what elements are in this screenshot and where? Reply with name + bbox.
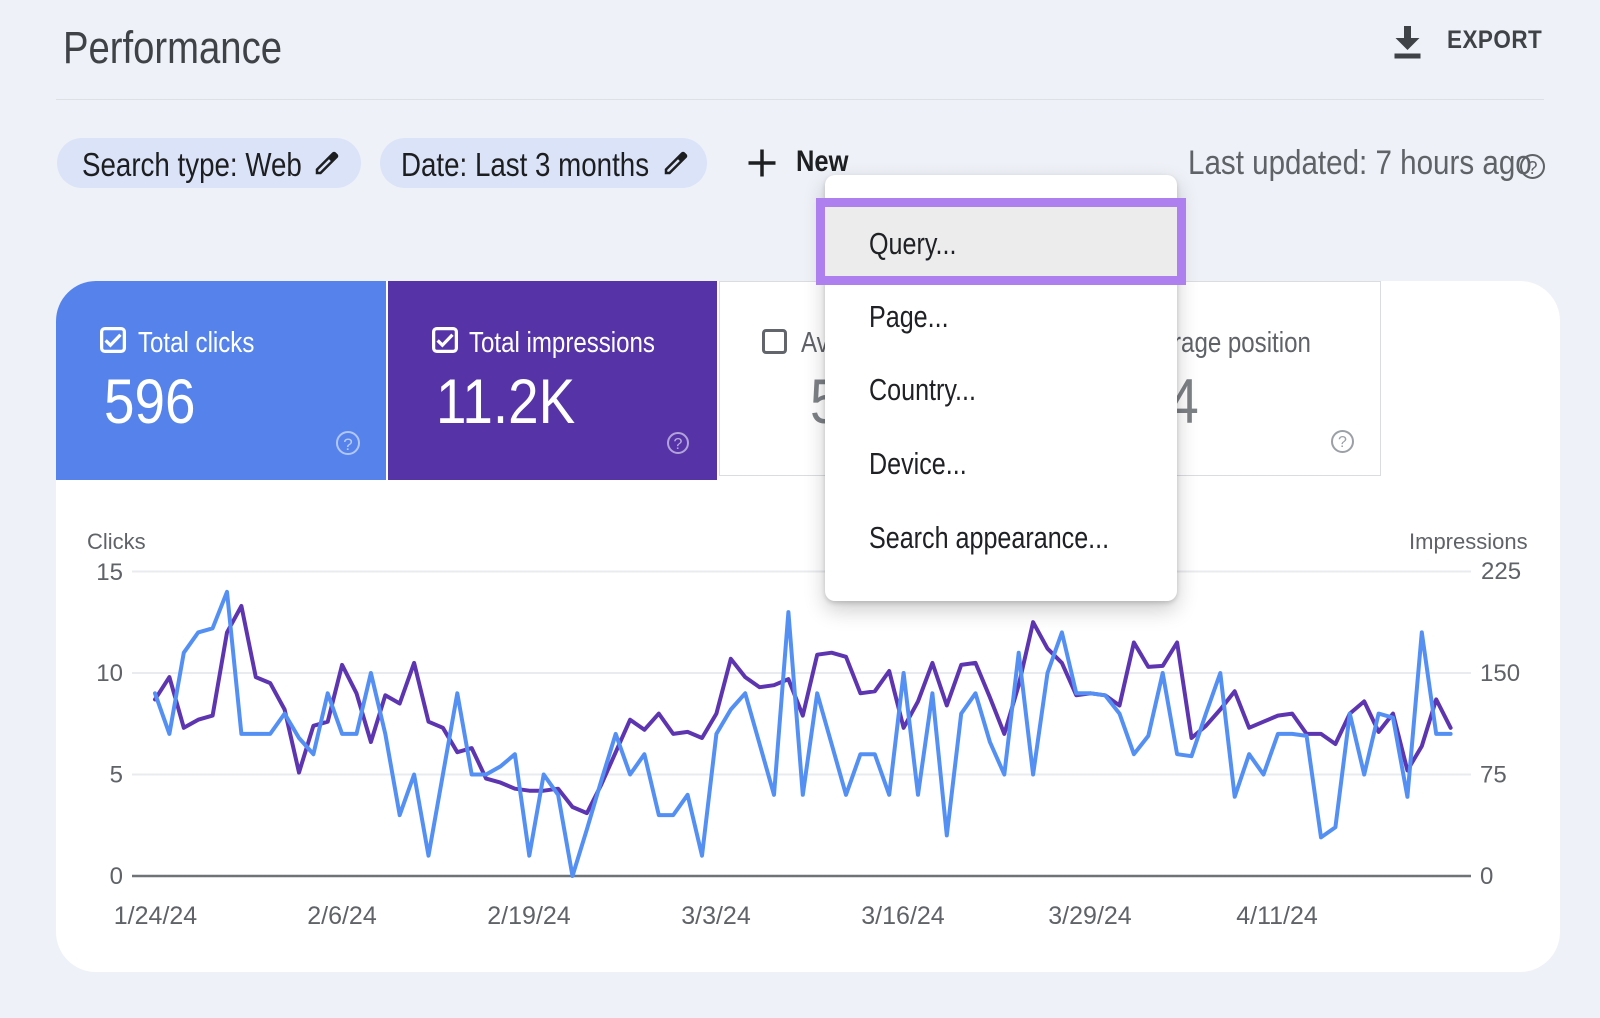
svg-text:15: 15 [96, 559, 123, 586]
svg-text:150: 150 [1480, 660, 1520, 687]
svg-text:4/11/24: 4/11/24 [1236, 902, 1318, 930]
svg-text:Impressions: Impressions [1409, 529, 1528, 554]
svg-text:75: 75 [1480, 762, 1507, 789]
svg-text:3/3/24: 3/3/24 [681, 902, 751, 930]
svg-text:10: 10 [96, 660, 123, 687]
svg-text:0: 0 [110, 863, 123, 890]
svg-text:225: 225 [1481, 558, 1521, 585]
svg-text:Clicks: Clicks [87, 529, 146, 554]
svg-text:0: 0 [1480, 863, 1493, 890]
svg-text:5: 5 [110, 762, 123, 789]
svg-text:2/6/24: 2/6/24 [307, 902, 377, 930]
svg-text:3/29/24: 3/29/24 [1048, 902, 1132, 930]
svg-text:3/16/24: 3/16/24 [861, 902, 945, 930]
svg-text:1/24/24: 1/24/24 [114, 902, 198, 930]
svg-text:2/19/24: 2/19/24 [487, 902, 571, 930]
